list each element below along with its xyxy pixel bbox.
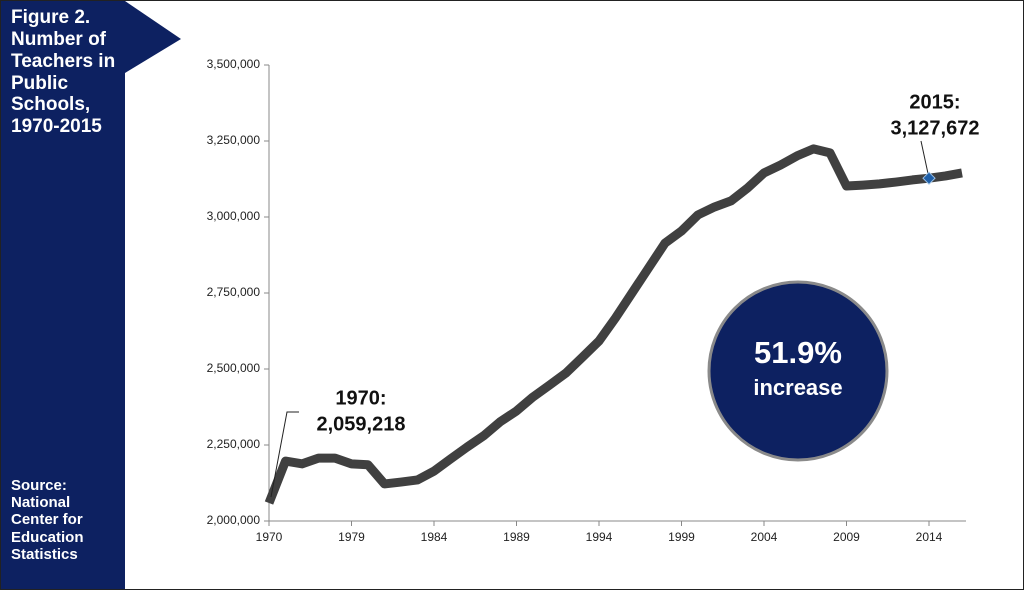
leader	[920, 140, 930, 179]
y-tick-label: 2,750,000	[207, 285, 261, 299]
x-tick-label: 2014	[916, 530, 943, 544]
annotation-value: 2,059,218	[317, 413, 406, 435]
callout-value: 51.9%	[754, 335, 842, 370]
callout-text: increase	[753, 375, 842, 400]
callout-circle	[707, 280, 889, 462]
y-tick-label: 2,250,000	[207, 437, 261, 451]
x-tick-label: 1970	[256, 530, 283, 544]
series-line	[264, 144, 963, 505]
y-tick-label: 3,500,000	[207, 57, 261, 71]
y-tick-label: 2,000,000	[207, 513, 261, 527]
x-tick-label: 1979	[338, 530, 365, 544]
callout: 51.9% increase	[707, 280, 889, 462]
x-tick-label: 1999	[668, 530, 695, 544]
side-panel	[1, 1, 125, 589]
annotation-value: 3,127,672	[891, 117, 980, 139]
x-tick-label: 1989	[503, 530, 530, 544]
annotation-label: 1970:	[335, 387, 386, 409]
y-tick-label: 3,250,000	[207, 133, 261, 147]
x-tick-label: 1994	[586, 530, 613, 544]
x-tick-label: 2009	[833, 530, 860, 544]
highlight-marker	[922, 171, 936, 185]
chart-title: Figure 2. Number of Teachers in Public S…	[11, 7, 116, 138]
annotation-label: 2015:	[909, 91, 960, 113]
y-tick-label: 3,000,000	[207, 209, 261, 223]
y-tick-label: 2,500,000	[207, 361, 261, 375]
panel-arrow	[125, 1, 181, 73]
x-tick-label: 1984	[421, 530, 448, 544]
source-note: Source: National Center for Education St…	[11, 476, 84, 563]
leader	[270, 411, 299, 498]
x-tick-label: 2004	[751, 530, 778, 544]
